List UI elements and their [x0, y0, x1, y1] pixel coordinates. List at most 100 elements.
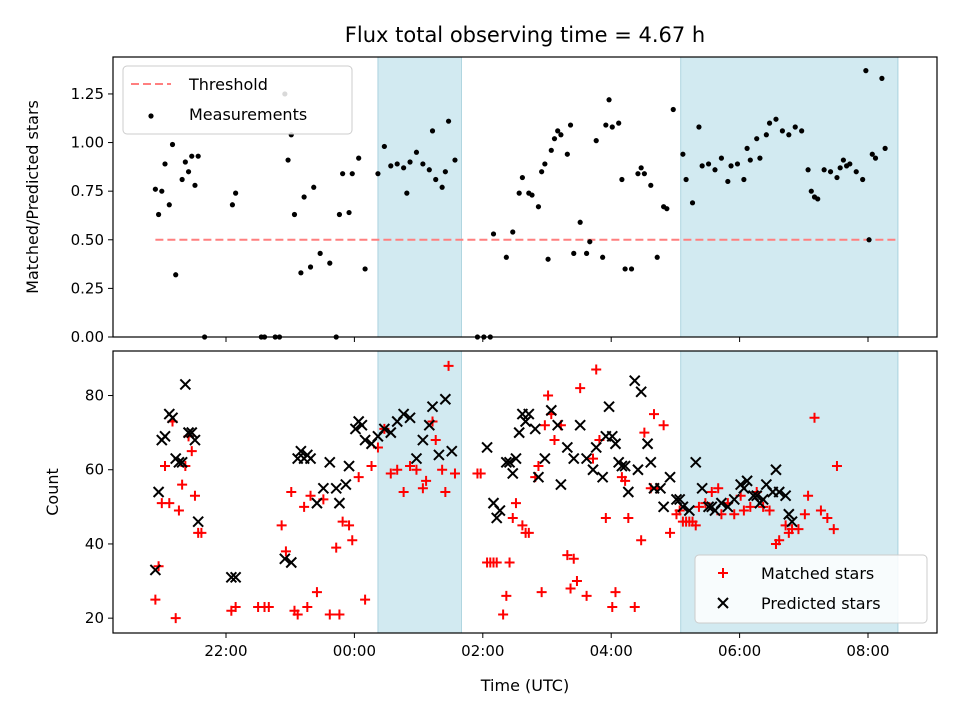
data-point [754, 136, 760, 142]
data-point [385, 468, 396, 479]
data-point [481, 441, 493, 454]
shaded-interval [377, 56, 462, 338]
data-point [475, 468, 486, 479]
data-point [494, 504, 506, 517]
data-point [166, 202, 172, 208]
data-point [311, 497, 323, 509]
data-point [699, 163, 705, 169]
data-point [285, 556, 297, 569]
data-point [317, 250, 323, 256]
data-point [786, 132, 792, 138]
data-point [879, 75, 885, 81]
data-point [616, 460, 628, 472]
data-point [305, 490, 316, 501]
data-point [548, 147, 554, 153]
data-point [555, 128, 561, 134]
data-point [307, 264, 314, 270]
data-point [150, 594, 161, 605]
data-point [519, 174, 525, 181]
data-point [159, 188, 165, 194]
data-point [430, 435, 441, 446]
x-tick-label: 22:00 [204, 642, 247, 660]
data-point [840, 157, 846, 163]
data-point [388, 163, 394, 169]
data-point [567, 122, 574, 128]
data-point [311, 587, 322, 598]
data-point [757, 155, 763, 161]
legend-marker [717, 597, 729, 609]
data-point [799, 509, 810, 520]
data-point [401, 165, 407, 171]
legend-marker [718, 568, 728, 578]
data-point [429, 128, 436, 134]
data-point [360, 594, 371, 605]
data-point [808, 188, 814, 194]
data-point [333, 497, 346, 509]
data-point [298, 270, 304, 276]
data-point [741, 475, 753, 487]
data-point [645, 456, 657, 469]
data-point [571, 250, 577, 256]
data-point [821, 167, 827, 173]
data-point [449, 468, 460, 479]
data-point [225, 571, 238, 584]
data-point [426, 167, 432, 173]
data-point [620, 475, 631, 486]
data-point [837, 165, 843, 171]
data-point [764, 505, 775, 516]
data-point [715, 497, 728, 509]
data-point [751, 490, 763, 502]
data-point [718, 155, 725, 161]
data-point [192, 182, 198, 188]
data-point [498, 609, 509, 620]
data-point [394, 161, 400, 167]
data-point [311, 184, 317, 190]
data-point [551, 136, 558, 142]
data-point [766, 120, 773, 126]
x-tick-label: 08:00 [846, 642, 889, 660]
data-point [420, 161, 426, 167]
data-point [337, 516, 348, 527]
data-point [815, 505, 826, 516]
data-point [263, 602, 274, 613]
data-point [805, 167, 811, 173]
data-point [491, 557, 502, 568]
data-point [638, 165, 644, 171]
data-point [628, 266, 635, 272]
data-point [575, 383, 586, 394]
data-point [827, 169, 834, 175]
data-point [433, 176, 439, 183]
data-point [609, 124, 615, 130]
data-point [173, 456, 185, 469]
data-point [452, 157, 458, 163]
data-point [629, 602, 640, 613]
y-tick-label: 20 [85, 609, 104, 627]
data-point [490, 231, 497, 237]
data-point [356, 419, 368, 431]
data-point [186, 426, 198, 439]
y-tick-label: 0.50 [71, 231, 104, 249]
data-point [596, 471, 609, 483]
data-point [507, 512, 518, 523]
shaded-interval [680, 56, 899, 338]
legend-label: Threshold [188, 75, 268, 94]
data-point [229, 571, 242, 584]
data-point [747, 157, 753, 163]
data-point [331, 542, 342, 553]
data-point [696, 124, 702, 130]
data-point [603, 122, 609, 128]
legend-label: Measurements [189, 105, 307, 124]
data-point [549, 435, 560, 446]
data-point [635, 171, 641, 177]
data-point [773, 116, 779, 122]
data-point [152, 486, 165, 498]
data-point [343, 460, 355, 472]
data-point [606, 430, 618, 443]
data-point [170, 613, 181, 624]
data-point [173, 505, 184, 516]
data-point [581, 590, 592, 601]
data-point [510, 498, 521, 509]
y-tick-label: 0.25 [71, 279, 104, 297]
data-point [426, 400, 439, 413]
series-predicted-stars [149, 374, 798, 584]
